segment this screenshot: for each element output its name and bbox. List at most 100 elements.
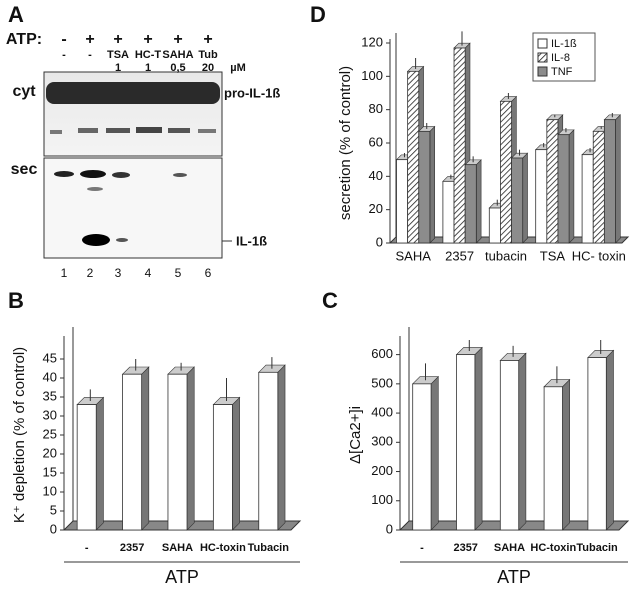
y-tick-label: 30 [43, 407, 57, 422]
dose: 1 [145, 62, 151, 74]
y-tick-label: 300 [371, 434, 393, 449]
y-tick-label: 15 [43, 464, 57, 479]
cyt-label: cyt [12, 83, 36, 100]
x-tick-label: TSA [540, 248, 566, 263]
bar-side [95, 396, 104, 531]
lane-number: 5 [175, 266, 182, 280]
bar [258, 371, 279, 531]
x-tick-label: - [420, 542, 424, 554]
y-tick-label: 40 [43, 369, 57, 384]
y-tick-label: 20 [369, 201, 383, 216]
treatment: - [88, 49, 92, 61]
bar [511, 157, 524, 244]
bar [396, 159, 409, 244]
x-tick-label: HC-toxin [200, 542, 246, 554]
legend-label: TNF [551, 66, 573, 78]
y-tick-label: 100 [371, 492, 393, 507]
dose-unit: µM [230, 62, 246, 74]
y-tick-label: 500 [371, 375, 393, 390]
bar [76, 404, 97, 531]
y-tick-label: 200 [371, 463, 393, 478]
x-tick-label: SAHA [395, 248, 431, 263]
legend-label: IL-8 [551, 52, 570, 64]
y-tick-label: 80 [369, 101, 383, 116]
bar [546, 119, 559, 244]
y-tick-label: 60 [369, 134, 383, 149]
lane-number: 4 [145, 266, 152, 280]
y-tick-label: 400 [371, 405, 393, 420]
bar [500, 100, 512, 244]
legend-swatch [537, 52, 548, 63]
bar [412, 383, 432, 531]
bar [453, 47, 466, 244]
bar [488, 207, 501, 244]
y-tick-label: 600 [371, 346, 393, 361]
bar-side [568, 129, 575, 244]
y-axis-label: K⁺ depletion (% of control) [11, 347, 28, 523]
bar-side [141, 366, 150, 531]
legend-swatch [537, 66, 548, 77]
blot-images [43, 71, 232, 259]
atp-sign: + [203, 31, 212, 48]
treatment: Tub [198, 49, 218, 61]
treatment: - [62, 49, 66, 61]
x-tick-label: SAHA [494, 542, 525, 554]
lane-number: 3 [115, 266, 122, 280]
atp-sign: + [173, 31, 182, 48]
legend-label: IL-1ß [551, 38, 577, 50]
bar [464, 164, 477, 244]
lane-number: 6 [205, 266, 212, 280]
atp-sign: + [113, 31, 122, 48]
y-tick-label: 45 [43, 350, 57, 365]
bar [587, 357, 607, 531]
legend-swatch [537, 38, 548, 49]
y-tick-label: 100 [361, 68, 383, 83]
bar [581, 154, 594, 244]
treatment: SAHA [162, 49, 193, 61]
band-label: pro-IL-1ß [224, 85, 280, 100]
x-tick-label: SAHA [162, 542, 193, 554]
bar-side [522, 152, 528, 244]
y-tick-label: 20 [43, 445, 57, 460]
bar-side [430, 375, 439, 531]
bar-side [562, 378, 570, 531]
y-tick-label: 120 [361, 34, 383, 49]
atp-sign: - [61, 31, 66, 48]
y-tick-label: 10 [43, 483, 57, 498]
panel-label: B [8, 288, 24, 313]
panel-label: A [8, 2, 24, 27]
bar [535, 149, 548, 244]
bar [543, 386, 563, 531]
x-tick-label: tubacin [485, 248, 527, 263]
bar-side [429, 125, 436, 244]
y-tick-label: 0 [50, 521, 57, 536]
bar-side [232, 396, 240, 531]
lane-number: 2 [87, 266, 94, 280]
atp-sign: + [85, 31, 94, 48]
bar [557, 134, 570, 244]
y-tick-label: 0 [376, 234, 383, 249]
atp-sign: + [143, 31, 152, 48]
x-group-label: ATP [497, 567, 531, 587]
bar-side [277, 364, 286, 531]
bar-side [476, 159, 482, 244]
bar [456, 354, 476, 531]
bar [418, 130, 431, 244]
x-tick-label: Tubacin [248, 542, 290, 554]
bar-side [605, 349, 614, 531]
bar [499, 360, 520, 531]
y-axis-label: Δ[Ca2+]i [347, 406, 364, 464]
dose: 1 [115, 62, 121, 74]
bar [592, 130, 605, 244]
bar [122, 373, 143, 531]
y-tick-label: 25 [43, 426, 57, 441]
dose: 20 [202, 62, 214, 74]
panel-label: C [322, 288, 338, 313]
bar [212, 404, 233, 531]
lane-number: 1 [61, 266, 68, 280]
sec-label: sec [11, 161, 38, 178]
panel-label: D [310, 2, 326, 27]
treatment: TSA [107, 49, 129, 61]
bar [167, 373, 188, 531]
